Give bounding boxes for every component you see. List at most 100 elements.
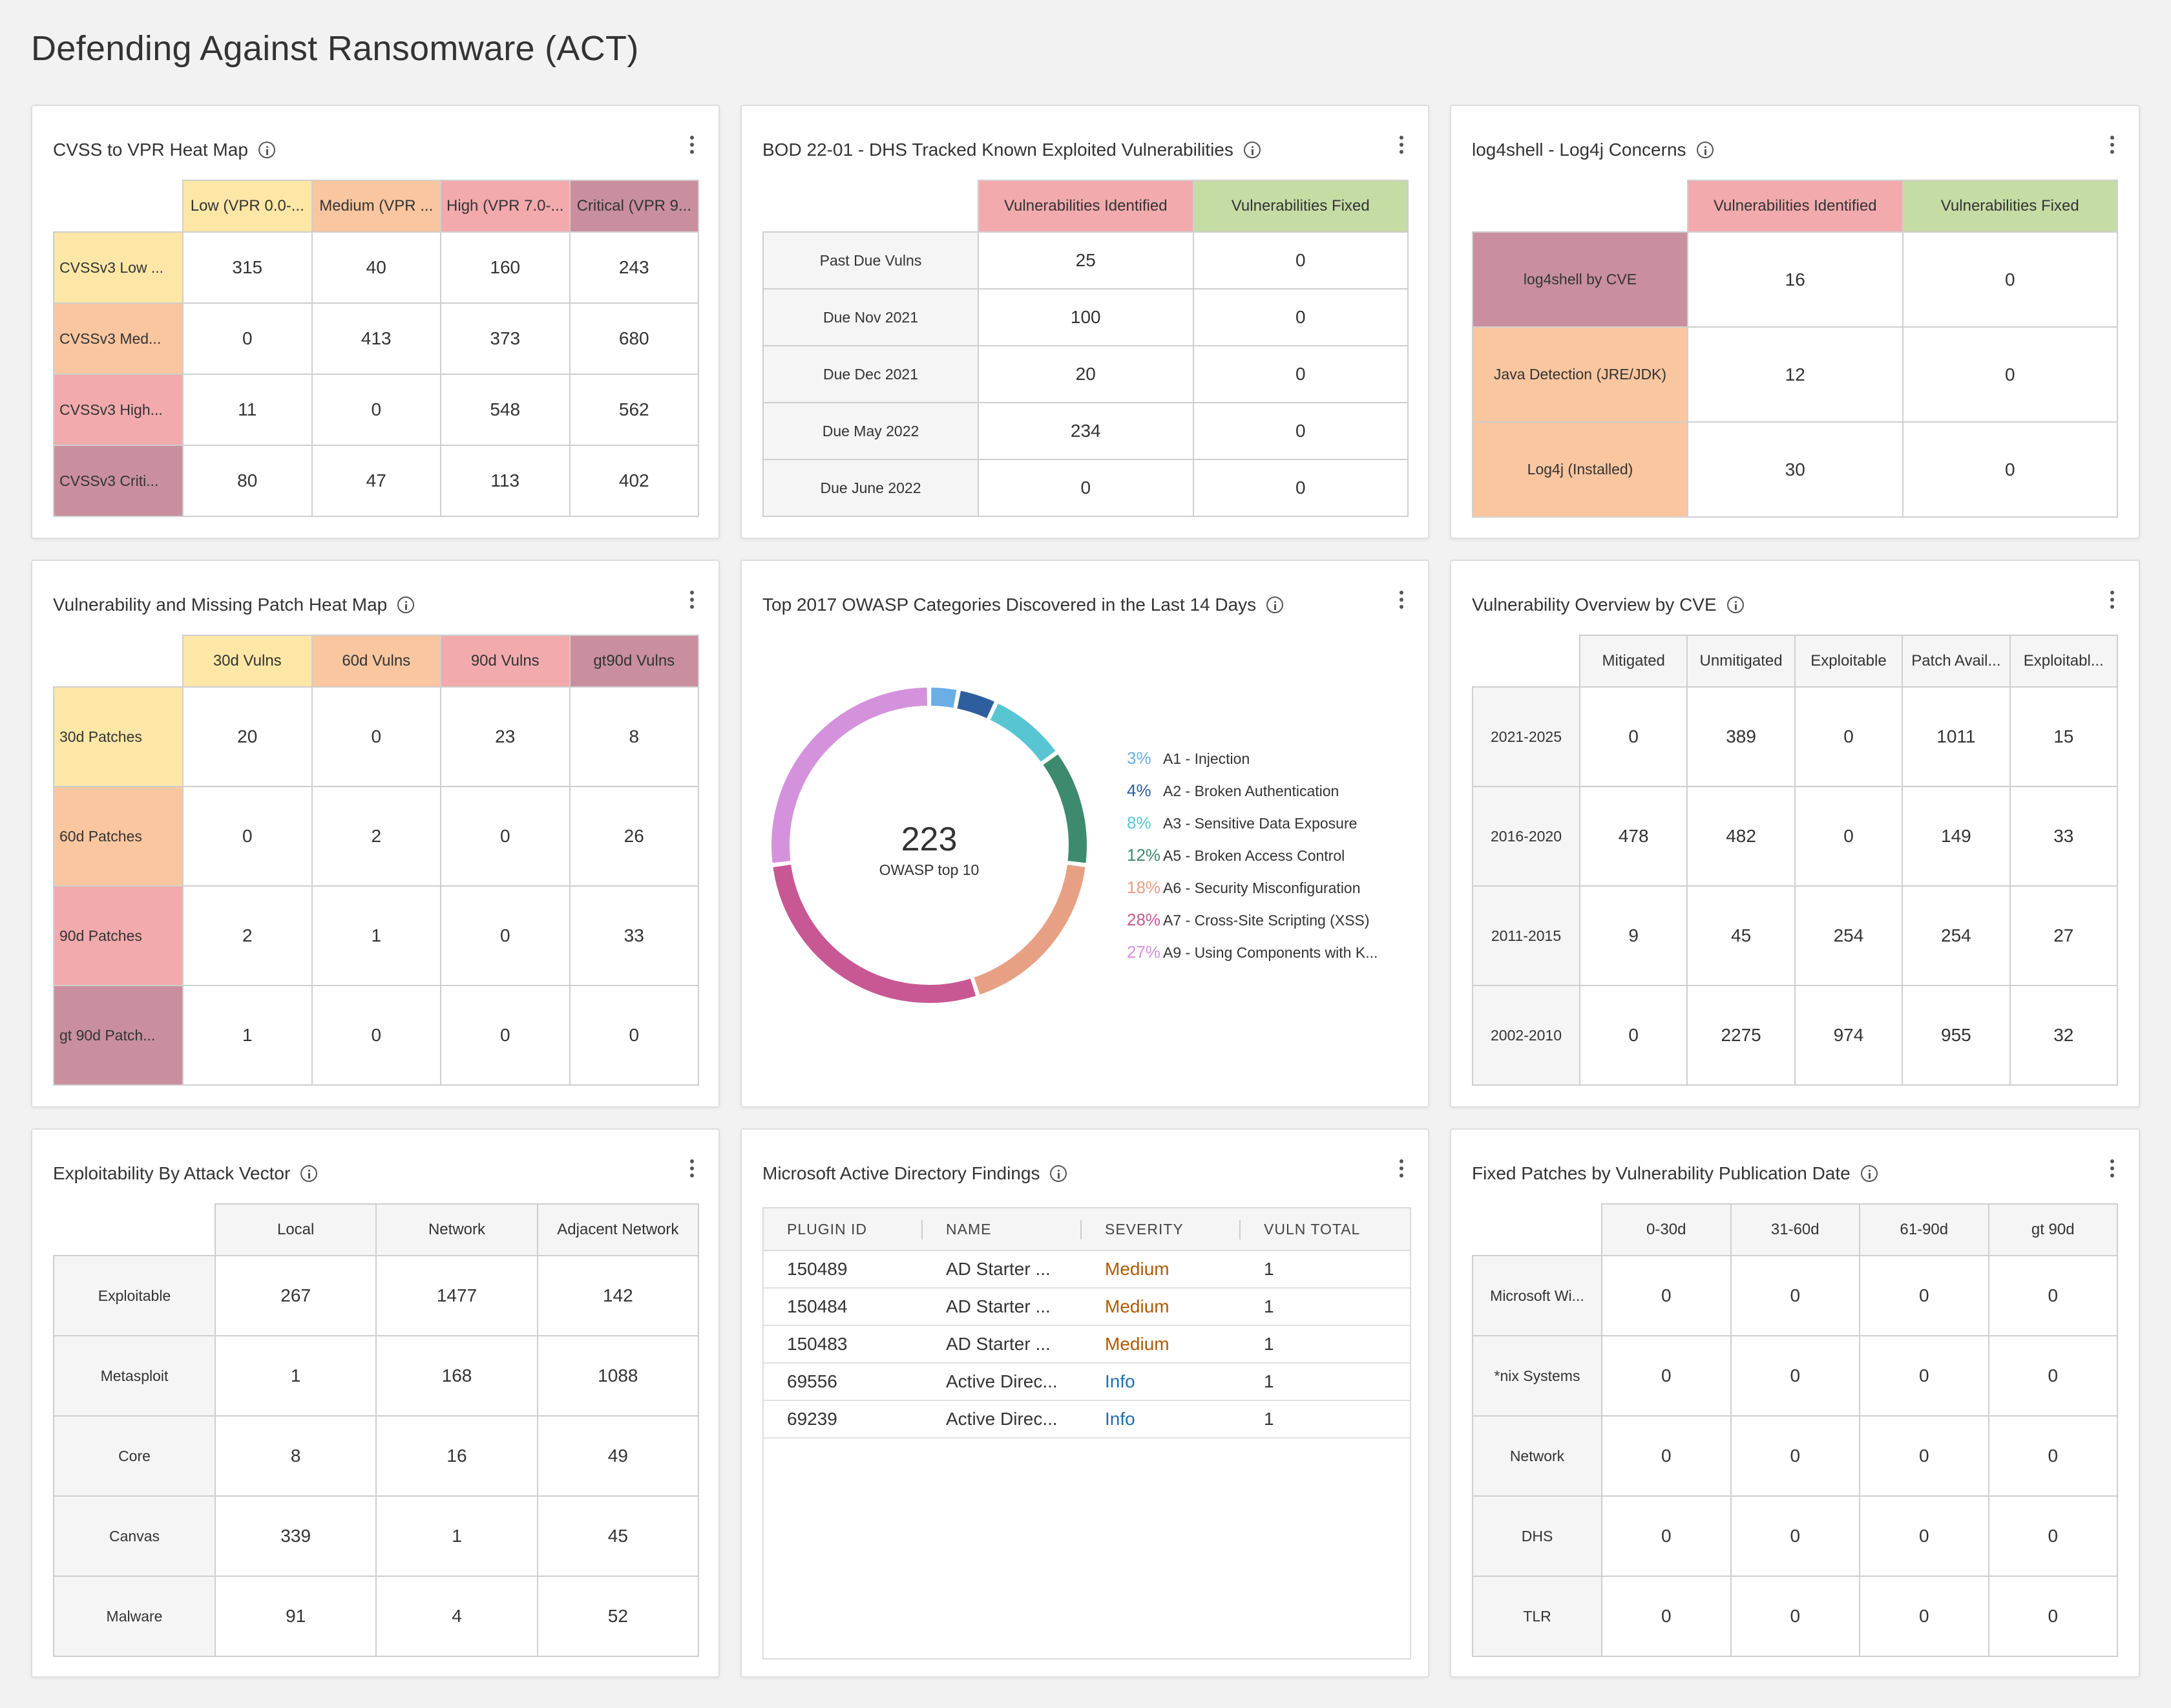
table-cell[interactable]: 0: [311, 686, 441, 787]
table-cell[interactable]: 168: [375, 1335, 538, 1417]
column-header[interactable]: Patch Avail...: [1902, 635, 2011, 688]
table-cell[interactable]: 20: [182, 686, 313, 787]
table-cell[interactable]: 0: [1730, 1495, 1860, 1577]
table-cell[interactable]: 254: [1794, 885, 1904, 986]
table-cell[interactable]: 373: [440, 302, 571, 375]
row-header[interactable]: CVSSv3 Criti...: [53, 445, 184, 517]
table-cell[interactable]: 0: [978, 459, 1194, 517]
table-cell[interactable]: 0: [440, 985, 571, 1086]
row-header[interactable]: CVSSv3 High...: [53, 374, 184, 446]
table-cell[interactable]: 0: [1192, 459, 1409, 517]
column-header[interactable]: 0-30d: [1601, 1203, 1732, 1256]
legend-item[interactable]: 18% A6 - Security Misconfiguration: [1127, 878, 1378, 910]
table-row[interactable]: 150483 AD Starter ... Medium 1: [764, 1326, 1410, 1364]
table-cell[interactable]: 0: [440, 786, 571, 887]
table-cell[interactable]: 974: [1794, 985, 1904, 1086]
info-icon[interactable]: [300, 1165, 318, 1182]
table-cell[interactable]: 955: [1902, 985, 2011, 1086]
table-cell[interactable]: 254: [1902, 885, 2011, 986]
column-header[interactable]: gt 90d: [1987, 1203, 2118, 1256]
donut-segment[interactable]: [990, 703, 1056, 762]
table-cell[interactable]: 0: [182, 786, 313, 887]
column-header[interactable]: Medium (VPR ...: [311, 180, 441, 233]
kebab-menu-icon[interactable]: [2103, 1157, 2122, 1180]
table-cell[interactable]: 0: [1192, 345, 1409, 403]
table-cell[interactable]: 149: [1902, 786, 2011, 887]
column-header[interactable]: High (VPR 7.0-...: [440, 180, 571, 233]
column-header[interactable]: Vulnerabilities Identified: [978, 180, 1194, 233]
donut-segment[interactable]: [771, 688, 927, 863]
table-cell[interactable]: 0: [1859, 1415, 1989, 1497]
table-cell[interactable]: 80: [182, 445, 313, 517]
table-cell[interactable]: 0: [1601, 1335, 1732, 1417]
legend-item[interactable]: 8% A3 - Sensitive Data Exposure: [1127, 813, 1378, 845]
row-header[interactable]: CVSSv3 Low ...: [53, 231, 184, 304]
donut-segment[interactable]: [957, 690, 994, 719]
column-header[interactable]: Exploitable: [1794, 635, 1904, 688]
table-row[interactable]: 69556 Active Direc... Info 1: [764, 1364, 1410, 1401]
donut-segment[interactable]: [930, 688, 957, 708]
legend-item[interactable]: 12% A5 - Broken Access Control: [1127, 845, 1378, 878]
row-header[interactable]: Core: [53, 1415, 216, 1497]
table-cell[interactable]: 0: [1730, 1576, 1860, 1657]
table-cell[interactable]: 1477: [375, 1255, 538, 1336]
table-cell[interactable]: 548: [440, 374, 571, 446]
table-cell[interactable]: 0: [1601, 1495, 1732, 1577]
kebab-menu-icon[interactable]: [1392, 133, 1411, 156]
table-cell[interactable]: 1: [375, 1495, 538, 1577]
row-header[interactable]: Due June 2022: [762, 459, 979, 517]
table-cell[interactable]: 160: [440, 231, 571, 304]
info-icon[interactable]: [1726, 596, 1744, 613]
column-header[interactable]: Low (VPR 0.0-...: [182, 180, 313, 233]
table-cell[interactable]: 267: [214, 1255, 377, 1336]
column-header[interactable]: 60d Vulns: [311, 635, 441, 688]
table-cell[interactable]: 0: [1192, 402, 1409, 460]
table-cell[interactable]: 26: [569, 786, 699, 887]
donut-segment[interactable]: [1043, 754, 1087, 863]
table-cell[interactable]: 0: [1987, 1415, 2118, 1497]
table-cell[interactable]: 45: [536, 1495, 700, 1577]
row-header[interactable]: 2002-2010: [1472, 985, 1580, 1086]
table-cell[interactable]: 243: [569, 231, 699, 304]
row-header[interactable]: log4shell by CVE: [1472, 231, 1688, 328]
column-header[interactable]: Exploitabl...: [2009, 635, 2119, 688]
table-cell[interactable]: 0: [1902, 326, 2118, 423]
column-header[interactable]: PLUGIN ID: [764, 1208, 923, 1250]
table-cell[interactable]: 0: [1859, 1495, 1989, 1577]
kebab-menu-icon[interactable]: [1392, 1157, 1411, 1180]
row-header[interactable]: DHS: [1472, 1495, 1602, 1577]
table-cell[interactable]: 0: [1859, 1576, 1989, 1657]
column-header[interactable]: gt90d Vulns: [569, 635, 699, 688]
table-cell[interactable]: 27: [2009, 885, 2119, 986]
row-header[interactable]: gt 90d Patch...: [53, 985, 184, 1086]
table-cell[interactable]: 113: [440, 445, 571, 517]
table-cell[interactable]: 25: [978, 231, 1194, 290]
table-cell[interactable]: 23: [440, 686, 571, 787]
table-cell[interactable]: 0: [311, 985, 441, 1086]
table-cell[interactable]: 0: [1730, 1255, 1860, 1336]
info-icon[interactable]: [1696, 142, 1714, 158]
table-cell[interactable]: 0: [1902, 421, 2118, 518]
column-header[interactable]: 31-60d: [1730, 1203, 1860, 1256]
kebab-menu-icon[interactable]: [1392, 588, 1411, 611]
table-cell[interactable]: 0: [1730, 1335, 1860, 1417]
column-header[interactable]: Critical (VPR 9...: [569, 180, 699, 233]
row-header[interactable]: Log4j (Installed): [1472, 421, 1688, 518]
row-header[interactable]: Due Nov 2021: [762, 288, 979, 346]
table-cell[interactable]: 0: [440, 885, 571, 986]
table-cell[interactable]: 0: [1601, 1576, 1732, 1657]
table-cell[interactable]: 45: [1686, 885, 1796, 986]
table-cell[interactable]: 52: [536, 1576, 700, 1657]
column-header[interactable]: Vulnerabilities Identified: [1687, 180, 1904, 233]
table-cell[interactable]: 0: [1987, 1576, 2118, 1657]
column-header[interactable]: NAME: [923, 1208, 1082, 1250]
table-cell[interactable]: 11: [182, 374, 313, 446]
table-cell[interactable]: 413: [311, 302, 441, 375]
row-header[interactable]: 2011-2015: [1472, 885, 1580, 986]
table-cell[interactable]: 482: [1686, 786, 1796, 887]
column-header[interactable]: SEVERITY: [1082, 1208, 1241, 1250]
table-cell[interactable]: 0: [1987, 1495, 2118, 1577]
table-cell[interactable]: 0: [1987, 1255, 2118, 1336]
table-row[interactable]: 69239 Active Direc... Info 1: [764, 1401, 1410, 1439]
table-cell[interactable]: 8: [569, 686, 699, 787]
